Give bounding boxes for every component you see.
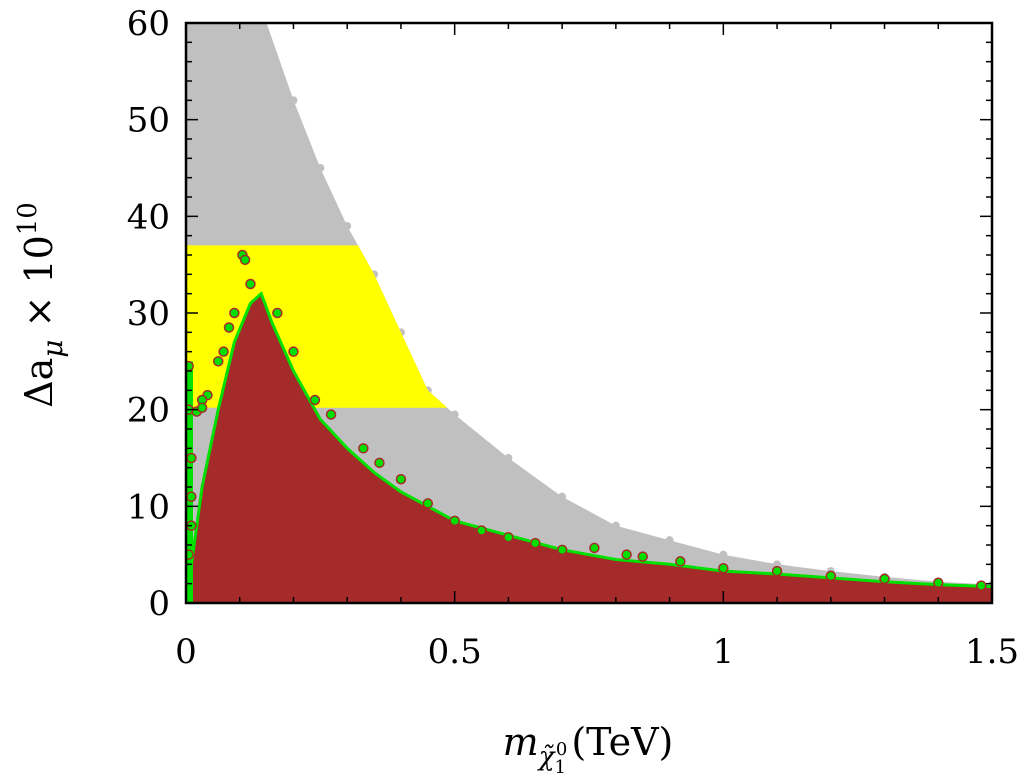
y-tick-label: 50	[127, 101, 170, 141]
series-green-point	[637, 551, 648, 562]
series-grey-point	[558, 492, 567, 501]
series-green-point	[212, 356, 224, 367]
series-grey-point	[289, 96, 298, 105]
series-green-point	[530, 537, 541, 549]
series-green-point	[223, 322, 235, 333]
y-tick-label: 60	[127, 4, 170, 44]
series-green-point	[879, 573, 890, 585]
series-grey-point	[611, 521, 620, 530]
series-green-point	[245, 278, 256, 290]
series-green-point	[933, 577, 944, 588]
x-tick-label: 1	[713, 632, 735, 672]
series-green-point	[422, 498, 434, 509]
series-grey-point	[719, 550, 728, 559]
series-grey-point	[665, 536, 674, 545]
x-tick-label: 0	[175, 632, 197, 672]
plot-area	[186, 23, 992, 603]
series-green-point	[186, 491, 197, 502]
series-green-point	[621, 549, 632, 560]
y-tick-label: 20	[127, 391, 170, 431]
x-tick-label: 0.5	[428, 632, 482, 672]
series-green-point	[976, 580, 987, 591]
series-grey-point	[504, 454, 513, 462]
series-green-point	[718, 562, 729, 574]
series-green-point	[825, 570, 837, 582]
ticks	[185, 22, 993, 604]
series-brown-region	[186, 293, 992, 603]
tick-labels: 0 10 20 30 40 50 60 0 0.5 1 1.5	[127, 4, 1019, 672]
series-green-point	[503, 532, 514, 543]
series-green-point	[288, 346, 299, 357]
series-green-point	[675, 556, 686, 567]
series-grey-point	[450, 410, 459, 419]
x-axis-label: mχ̃10 (TeV)	[503, 720, 674, 777]
series-green-point	[358, 443, 369, 454]
series-green-point	[196, 402, 208, 413]
band-0	[186, 245, 992, 408]
x-tick-label: 1.5	[965, 632, 1019, 672]
series-green-point	[476, 525, 487, 536]
y-tick-label: 0	[148, 584, 170, 624]
series-green-point	[325, 409, 337, 420]
series-green-point	[395, 474, 407, 485]
series-green-point	[186, 549, 194, 560]
series-grey-point	[343, 222, 352, 230]
series-grey-point	[316, 164, 325, 172]
series-green-point	[272, 307, 283, 319]
series-green-point	[556, 544, 568, 556]
y-tick-label: 40	[127, 197, 170, 237]
series-green-point	[239, 254, 251, 266]
series-green-point	[309, 394, 321, 406]
series-green-edge	[186, 291, 992, 603]
series-green-point	[218, 346, 229, 357]
y-axis-label: Δaμ× 1010	[13, 202, 69, 408]
series-green-point	[374, 457, 385, 469]
series-green-point	[589, 542, 600, 554]
series-green-point	[186, 452, 197, 464]
series-green-point	[771, 565, 783, 577]
series-green-point	[229, 307, 240, 319]
y-tick-label: 30	[127, 294, 170, 334]
series-grey-region	[186, 23, 992, 603]
y-tick-label: 10	[127, 487, 170, 527]
series-green-point	[449, 515, 460, 527]
series-green-strip	[186, 361, 193, 603]
